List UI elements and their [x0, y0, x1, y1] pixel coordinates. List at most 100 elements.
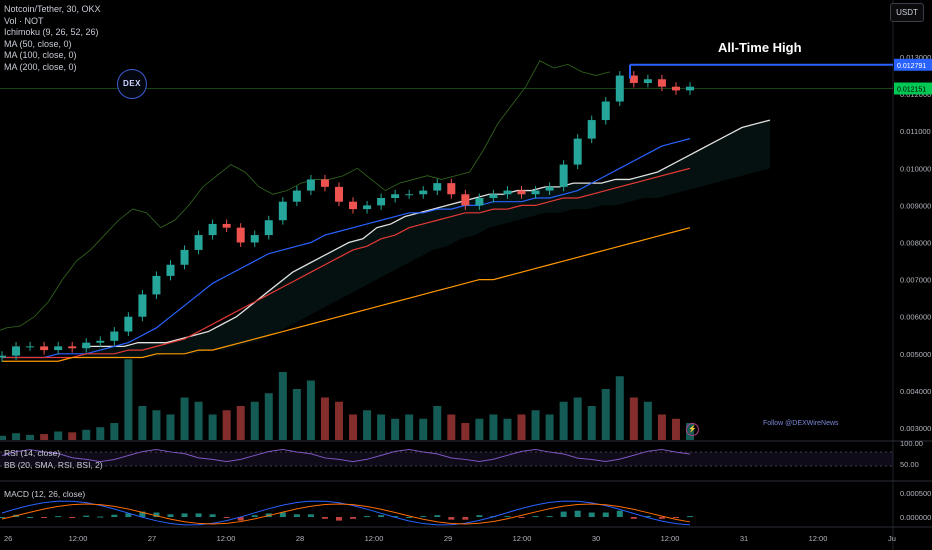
price-tick-label: 0.011000 — [900, 127, 931, 136]
volume-bar — [26, 434, 35, 440]
candle-body — [222, 223, 231, 228]
volume-bar — [180, 397, 189, 440]
candle-body — [180, 249, 189, 265]
time-tick-label: 12:00 — [513, 534, 532, 543]
macd-histogram-bar — [335, 517, 342, 521]
volume-bar — [433, 406, 442, 440]
indicator-ma50[interactable]: MA (50, close, 0) — [4, 38, 72, 49]
volume-bar — [110, 423, 119, 440]
macd-histogram-bar — [167, 514, 174, 517]
candle-body — [643, 79, 652, 83]
macd-histogram-bar — [560, 511, 567, 517]
macd-histogram-bar — [27, 517, 34, 518]
volume-bar — [40, 434, 49, 440]
volume-bar — [236, 406, 245, 440]
price-tick-label: 0.006000 — [900, 313, 931, 322]
macd-histogram-bar — [0, 517, 5, 518]
macd-histogram-bar — [546, 516, 553, 518]
macd-label[interactable]: MACD (12, 26, close) — [4, 489, 86, 499]
indicator-volume[interactable]: Vol · NOT — [4, 15, 44, 26]
volume-bar — [152, 410, 161, 440]
macd-histogram-bar — [644, 516, 651, 518]
macd-histogram-bar — [574, 510, 581, 517]
ma100-line — [2, 167, 691, 359]
lagging-span — [0, 60, 611, 331]
candle-body — [334, 186, 343, 202]
volume-bar — [138, 406, 147, 440]
macd-histogram-bar — [518, 517, 525, 518]
candle-body — [657, 79, 666, 87]
dex-logo: DEX — [117, 69, 147, 99]
price-tick-label: 0.010000 — [900, 164, 931, 173]
volume-bar — [349, 414, 358, 440]
candle-body — [615, 75, 624, 102]
price-tick-label: 0.013000 — [900, 53, 931, 62]
macd-histogram-bar — [55, 516, 62, 518]
volume-bars — [0, 359, 694, 440]
volume-bar — [250, 401, 259, 440]
indicator-panes — [0, 448, 893, 526]
time-tick-label: 26 — [4, 534, 12, 543]
macd-histogram-bar — [97, 516, 104, 518]
price-candles — [0, 63, 893, 362]
volume-bar — [405, 414, 414, 440]
follow-watermark: Follow @DEXWireNews — [763, 420, 839, 427]
candle-body — [12, 346, 21, 356]
price-axis[interactable]: 0.013000 0.012000 0.011000 0.010000 0.009000… — [894, 53, 932, 522]
time-tick-label: 27 — [148, 534, 156, 543]
candle-body — [194, 235, 203, 250]
volume-bar — [643, 401, 652, 440]
candle-body — [433, 183, 442, 191]
volume-bar — [222, 410, 231, 440]
price-tick-label: 0.004000 — [900, 387, 931, 396]
volume-bar — [0, 435, 6, 440]
macd-histogram-bar — [279, 512, 286, 517]
indicator-ma200[interactable]: MA (200, close, 0) — [4, 61, 77, 72]
candle-body — [503, 190, 512, 195]
volume-bar — [573, 397, 582, 440]
macd-histogram-bar — [406, 517, 413, 518]
bb-label[interactable]: BB (20, SMA, RSI, BSI, 2) — [4, 460, 103, 470]
macd-histogram-bar — [209, 514, 216, 517]
candle-body — [40, 346, 49, 351]
lightning-icon[interactable]: ⚡ — [686, 423, 699, 436]
currency-selector[interactable]: USDT — [890, 3, 924, 22]
rsi-label[interactable]: RSI (14, close) — [4, 448, 61, 458]
macd-histogram-bar — [420, 516, 427, 518]
macd-histogram-bar — [293, 514, 300, 517]
ma200-line — [2, 227, 691, 362]
candle-body — [110, 331, 119, 341]
volume-bar — [517, 414, 526, 440]
macd-histogram-bar — [462, 517, 469, 520]
candle-body — [166, 264, 175, 276]
candle-body — [587, 120, 596, 139]
candle-body — [208, 223, 217, 236]
candle-body — [419, 190, 428, 195]
macd-histogram-bar — [69, 517, 76, 518]
candle-body — [320, 179, 329, 187]
candle-body — [236, 227, 245, 243]
volume-bar — [320, 397, 329, 440]
macd-histogram-bar — [139, 511, 146, 517]
macd-histogram-bar — [181, 513, 188, 517]
indicator-ichimoku[interactable]: Ichimoku (9, 26, 52, 26) — [4, 27, 99, 38]
volume-bar — [96, 427, 105, 440]
indicator-ma100[interactable]: MA (100, close, 0) — [4, 50, 77, 61]
symbol-title[interactable]: Notcoin/Tether, 30, OKX — [4, 4, 101, 14]
candle-body — [250, 235, 259, 243]
candle-body — [447, 183, 456, 195]
candle-body — [124, 316, 133, 332]
candle-body — [686, 86, 694, 91]
volume-bar — [419, 418, 428, 440]
macd-histogram-bar — [111, 514, 118, 517]
macd-histogram-bar — [630, 517, 637, 519]
candle-body — [461, 194, 470, 206]
candle-body — [26, 346, 35, 348]
time-axis[interactable]: 26 12:00 27 12:00 28 12:00 29 12:00 30 12:00 31 12:… — [4, 534, 896, 543]
volume-bar — [208, 414, 217, 440]
volume-bar — [194, 401, 203, 440]
rsi-tick-label: 50.00 — [900, 460, 919, 469]
time-tick-label: 12:00 — [365, 534, 384, 543]
volume-bar — [531, 410, 540, 440]
